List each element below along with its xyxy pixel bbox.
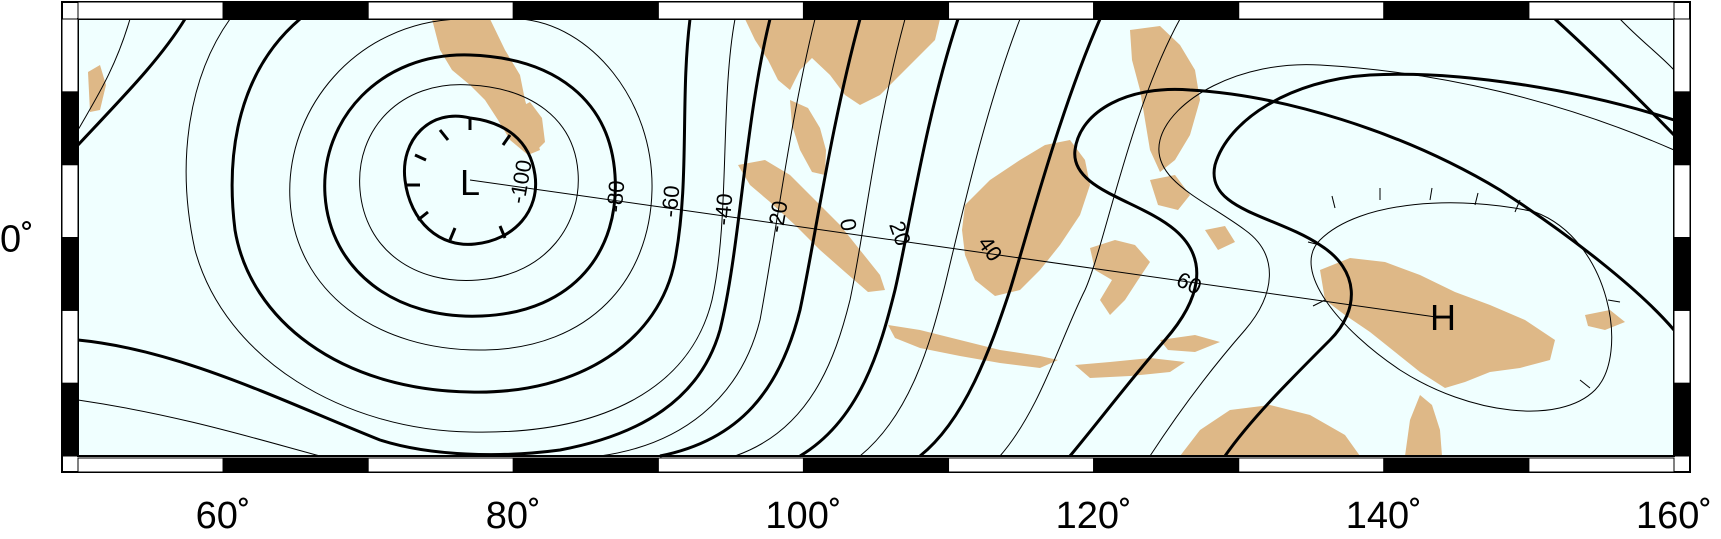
frame-bar bbox=[1673, 91, 1691, 166]
x-tick-label: 100˚ bbox=[765, 495, 841, 537]
frame-bar bbox=[61, 237, 79, 311]
frame-bar bbox=[61, 164, 79, 239]
contour-40 bbox=[1068, 87, 1676, 457]
frame-bar bbox=[61, 91, 79, 166]
contour-60 bbox=[1212, 72, 1675, 457]
land-new-britain bbox=[1585, 310, 1625, 330]
frame-bar bbox=[222, 1, 369, 20]
frame-bar bbox=[1238, 1, 1385, 20]
land-east-africa bbox=[88, 65, 106, 112]
contour-minus-10 bbox=[734, 18, 906, 457]
contour-ne bbox=[1553, 17, 1676, 137]
contour-10 bbox=[859, 18, 1021, 457]
frame-bar bbox=[1383, 457, 1530, 473]
frame-bar bbox=[1528, 457, 1675, 473]
x-tick-label: 140˚ bbox=[1346, 495, 1422, 537]
contour-label: -20 bbox=[763, 199, 793, 235]
contour-70 bbox=[1310, 202, 1613, 412]
land-india bbox=[432, 19, 540, 155]
contour-minus-90 bbox=[359, 84, 579, 281]
frame-bar bbox=[802, 457, 950, 473]
frame-bar bbox=[1093, 1, 1240, 20]
frame-bar bbox=[222, 457, 369, 473]
frame-bar bbox=[1673, 382, 1691, 457]
frame-bar bbox=[1673, 309, 1691, 384]
land-indochina bbox=[745, 19, 940, 105]
high-marker: H bbox=[1430, 297, 1456, 338]
contour-minus-20 bbox=[659, 18, 862, 458]
contour-0 bbox=[799, 18, 960, 458]
contour-lines bbox=[76, 17, 1676, 458]
frame-bar bbox=[512, 1, 659, 20]
contour-label: -80 bbox=[602, 179, 630, 213]
contour-20 bbox=[919, 18, 1102, 458]
x-tick-label: 120˚ bbox=[1056, 495, 1132, 537]
land-new-guinea bbox=[1320, 258, 1555, 388]
contour-minus-60 bbox=[230, 17, 692, 394]
frame-bar bbox=[657, 1, 804, 20]
frame-bar bbox=[1528, 1, 1675, 20]
contour-minus-70 bbox=[289, 18, 653, 351]
land-sri-lanka bbox=[515, 102, 545, 152]
frame-bar bbox=[948, 1, 1095, 20]
land-molucca bbox=[1205, 226, 1235, 250]
contour-ne-thin bbox=[1619, 18, 1675, 71]
y-axis-labels: 0˚ bbox=[0, 219, 34, 261]
frame-bar bbox=[1383, 1, 1530, 20]
contour-label: -60 bbox=[657, 184, 685, 218]
land-sumatra bbox=[738, 160, 885, 292]
contour-nw-thin bbox=[77, 18, 131, 131]
land-sulawesi bbox=[1090, 240, 1150, 315]
contour-50 bbox=[1149, 64, 1675, 457]
frame-bar bbox=[1673, 18, 1691, 93]
contour-label: -40 bbox=[710, 192, 738, 226]
land-borneo bbox=[962, 140, 1090, 296]
frame-bar bbox=[512, 457, 659, 473]
contour-30 bbox=[999, 18, 1181, 457]
frame-bar bbox=[1238, 457, 1385, 473]
land-australia-north bbox=[1180, 405, 1360, 456]
land-lesser-sundas bbox=[1075, 358, 1185, 378]
contour-minus-50 bbox=[185, 18, 736, 433]
profile-line bbox=[469, 179, 1444, 319]
frame-bar bbox=[61, 309, 79, 384]
map-frame bbox=[61, 1, 1691, 473]
x-tick-label: 160˚ bbox=[1636, 495, 1712, 537]
land-timor bbox=[1160, 335, 1220, 352]
frame-bar bbox=[1673, 164, 1691, 239]
frame-bar bbox=[802, 1, 950, 20]
contour-label: 0 bbox=[835, 216, 862, 232]
contour-minus-40 bbox=[77, 18, 772, 457]
frame-bar bbox=[61, 18, 79, 93]
frame-bar bbox=[77, 1, 224, 20]
frame-bar bbox=[367, 457, 514, 473]
contour-minus-80 bbox=[323, 53, 617, 318]
frame-bar bbox=[77, 457, 224, 473]
x-axis-labels: 60˚ 80˚ 100˚ 120˚ 140˚ 160˚ bbox=[196, 495, 1712, 537]
land-australia-cape bbox=[1405, 395, 1442, 456]
contour-minus-100 bbox=[402, 114, 538, 246]
frame-bar bbox=[1673, 237, 1691, 311]
frame-bar bbox=[657, 457, 804, 473]
frame-bar bbox=[948, 457, 1095, 473]
frame-bar bbox=[61, 382, 79, 457]
y-tick-label: 0˚ bbox=[0, 219, 34, 261]
hachures bbox=[406, 118, 512, 241]
land-malaya bbox=[790, 100, 826, 175]
low-marker: L bbox=[460, 162, 480, 203]
frame-bar bbox=[367, 1, 514, 20]
x-tick-label: 80˚ bbox=[486, 495, 541, 537]
contour-nw-thick bbox=[76, 18, 187, 147]
land-philippines-south bbox=[1150, 175, 1190, 210]
x-tick-label: 60˚ bbox=[196, 495, 251, 537]
contour-minus-30 bbox=[77, 18, 816, 457]
land-philippines bbox=[1130, 26, 1200, 172]
frame-bar bbox=[1093, 457, 1240, 473]
